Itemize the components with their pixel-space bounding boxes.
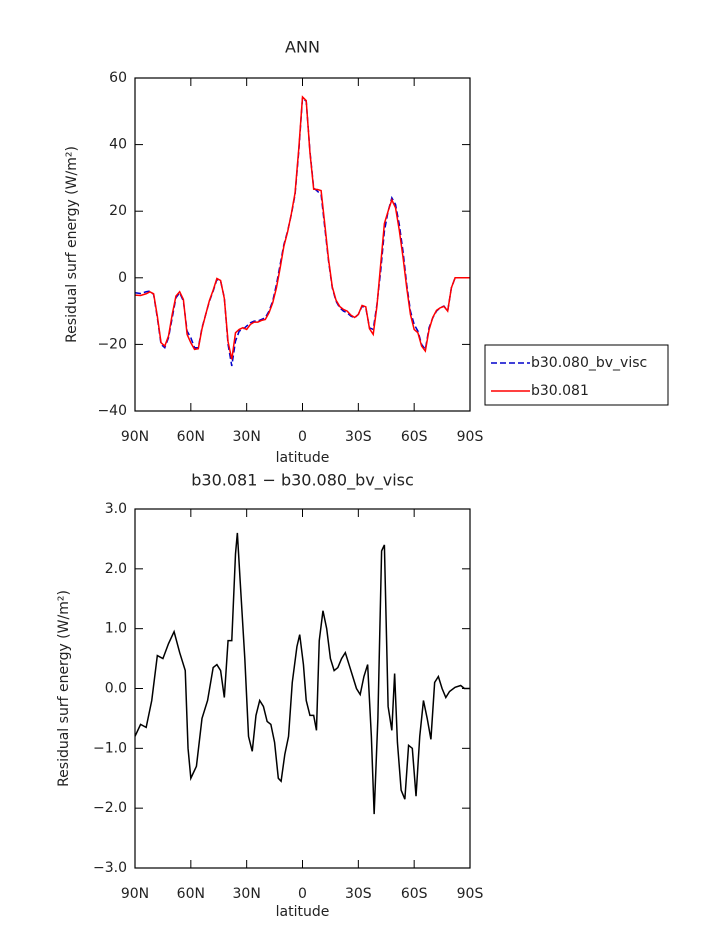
x-axis-label: latitude bbox=[276, 904, 330, 920]
x-tick-label: 30S bbox=[345, 429, 372, 445]
y-tick-label: 1.0 bbox=[105, 621, 127, 637]
x-tick-label: 90S bbox=[457, 429, 484, 445]
y-axis-label: Residual surf energy (W/m²) bbox=[64, 146, 80, 343]
y-tick-label: −1.0 bbox=[93, 740, 127, 756]
y-tick-label: −20 bbox=[97, 336, 127, 352]
plot-frame bbox=[134, 77, 471, 412]
data-line bbox=[134, 96, 470, 367]
data-line bbox=[134, 532, 470, 815]
y-tick-label: −3.0 bbox=[93, 860, 127, 876]
chart-title: b30.081 − b30.080_bv_visc bbox=[191, 471, 414, 491]
y-tick-label: 2.0 bbox=[105, 561, 127, 577]
x-tick-label: 30S bbox=[345, 886, 372, 902]
x-tick-label: 60N bbox=[177, 886, 205, 902]
x-tick-label: 30N bbox=[233, 886, 261, 902]
x-tick-label: 0 bbox=[298, 886, 307, 902]
plot-frame bbox=[134, 508, 471, 869]
chart-title: ANN bbox=[285, 38, 320, 57]
y-tick-label: 0.0 bbox=[105, 681, 127, 697]
legend-box bbox=[484, 344, 669, 406]
legend-label: b30.081 bbox=[531, 383, 589, 399]
legend-label: b30.080_bv_visc bbox=[531, 355, 647, 371]
y-tick-label: 40 bbox=[109, 137, 127, 153]
x-tick-label: 90N bbox=[121, 429, 149, 445]
y-tick-label: 0 bbox=[118, 270, 127, 286]
x-tick-label: 60S bbox=[401, 429, 428, 445]
y-tick-label: 3.0 bbox=[105, 501, 127, 517]
x-tick-label: 60N bbox=[177, 429, 205, 445]
x-tick-label: 30N bbox=[233, 429, 261, 445]
y-tick-label: −40 bbox=[97, 403, 127, 419]
y-tick-label: 60 bbox=[109, 70, 127, 86]
data-line bbox=[134, 95, 470, 360]
x-tick-label: 0 bbox=[298, 429, 307, 445]
x-tick-label: 60S bbox=[401, 886, 428, 902]
y-axis-label: Residual surf energy (W/m²) bbox=[56, 590, 72, 787]
y-tick-label: −2.0 bbox=[93, 800, 127, 816]
y-tick-label: 20 bbox=[109, 203, 127, 219]
x-tick-label: 90S bbox=[457, 886, 484, 902]
x-axis-label: latitude bbox=[276, 450, 330, 466]
x-tick-label: 90N bbox=[121, 886, 149, 902]
